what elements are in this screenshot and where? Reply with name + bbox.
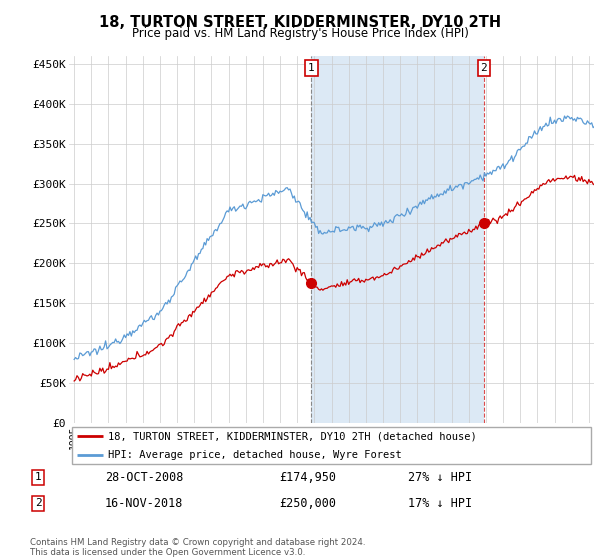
Text: 18, TURTON STREET, KIDDERMINSTER, DY10 2TH (detached house): 18, TURTON STREET, KIDDERMINSTER, DY10 2… [109,432,477,441]
Text: 28-OCT-2008: 28-OCT-2008 [105,471,184,484]
Text: 16-NOV-2018: 16-NOV-2018 [105,497,184,510]
Text: Contains HM Land Registry data © Crown copyright and database right 2024.
This d: Contains HM Land Registry data © Crown c… [30,538,365,557]
Text: Price paid vs. HM Land Registry's House Price Index (HPI): Price paid vs. HM Land Registry's House … [131,27,469,40]
Text: 17% ↓ HPI: 17% ↓ HPI [408,497,472,510]
Text: £250,000: £250,000 [280,497,337,510]
Text: £174,950: £174,950 [280,471,337,484]
Text: 2: 2 [35,498,41,508]
Text: 1: 1 [35,472,41,482]
Text: HPI: Average price, detached house, Wyre Forest: HPI: Average price, detached house, Wyre… [109,450,402,460]
Bar [311,56,484,423]
Text: 18, TURTON STREET, KIDDERMINSTER, DY10 2TH: 18, TURTON STREET, KIDDERMINSTER, DY10 2… [99,15,501,30]
Text: 1: 1 [308,63,315,73]
Text: 27% ↓ HPI: 27% ↓ HPI [408,471,472,484]
FancyBboxPatch shape [71,427,592,464]
Text: 2: 2 [481,63,487,73]
